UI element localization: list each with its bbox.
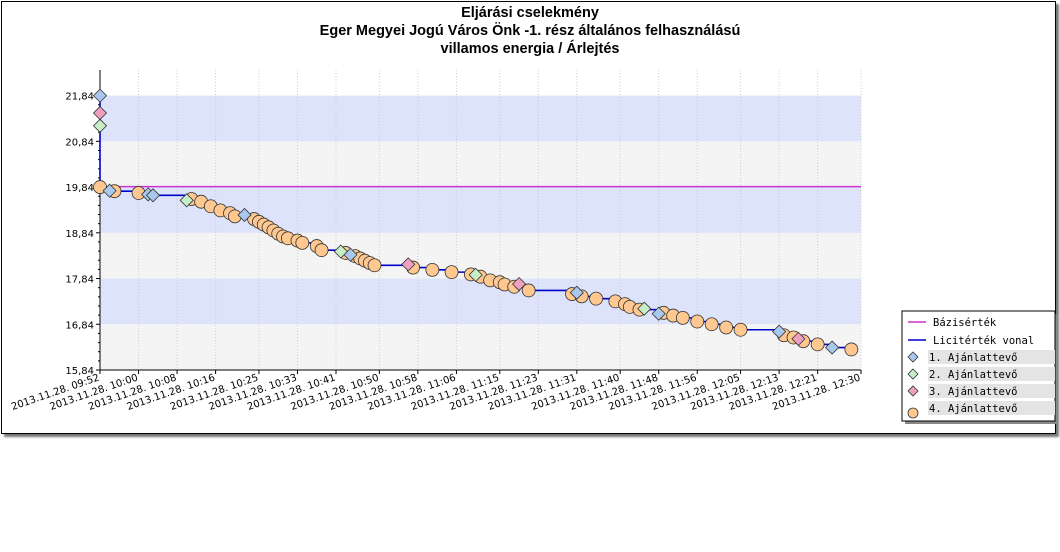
legend-series-swatch — [907, 351, 919, 363]
point-ajanlattevo-4 — [704, 317, 719, 332]
y-tick-label: 20,84 — [65, 137, 94, 148]
legend-series-bg — [928, 367, 1055, 381]
point-ajanlattevo-1 — [92, 88, 108, 103]
legend-series-swatch — [907, 407, 919, 419]
legend-series-label: 1. Ajánlattevő — [929, 352, 1018, 364]
chart-title-line-3: villamos energia / Árlejtés — [440, 41, 620, 57]
point-ajanlattevo-2 — [333, 244, 348, 259]
legend-series-label: 4. Ajánlattevő — [929, 403, 1018, 415]
point-ajanlattevo-3 — [511, 276, 527, 292]
chart-legend: Bázisérték Licitérték vonal 1. Ajánlattevő… — [901, 310, 1058, 424]
point-ajanlattevo-4 — [810, 337, 825, 352]
point-ajanlattevo-1 — [772, 324, 787, 339]
point-ajanlattevo-4 — [589, 291, 603, 306]
point-ajanlattevo-1 — [651, 306, 666, 321]
point-ajanlattevo-1 — [102, 183, 117, 198]
y-tick-label: 19,84 — [65, 183, 94, 194]
point-ajanlattevo-4 — [314, 243, 329, 258]
legend-series-bg — [928, 350, 1055, 364]
point-ajanlattevo-3 — [791, 331, 806, 346]
point-ajanlattevo-4 — [444, 265, 459, 280]
point-ajanlattevo-3 — [92, 105, 108, 121]
chart-title-line-2: Eger Megyei Jogú Város Önk -1. rész álta… — [319, 23, 741, 39]
legend-series-label: 3. Ajánlattevő — [929, 386, 1018, 398]
point-ajanlattevo-4 — [295, 235, 310, 250]
point-ajanlattevo-4 — [733, 322, 748, 337]
legend-series-bg — [928, 401, 1055, 415]
point-ajanlattevo-4 — [690, 314, 705, 329]
point-ajanlattevo-4 — [719, 320, 734, 335]
legend-series-swatch — [907, 368, 919, 380]
point-ajanlattevo-4 — [367, 258, 382, 273]
y-tick-label: 17,84 — [65, 275, 94, 286]
plot-band — [100, 141, 861, 188]
y-tick-label: 16,84 — [65, 320, 94, 331]
plot-band — [100, 278, 861, 325]
point-ajanlattevo-4 — [521, 283, 536, 298]
point-ajanlattevo-1 — [145, 188, 161, 203]
point-ajanlattevo-4 — [425, 262, 440, 277]
point-ajanlattevo-2 — [92, 118, 108, 133]
point-ajanlattevo-4 — [675, 310, 690, 325]
y-tick-label: 18,84 — [65, 229, 94, 240]
point-ajanlattevo-3 — [401, 257, 416, 272]
point-ajanlattevo-2 — [179, 193, 194, 208]
legend-series-bg — [928, 384, 1055, 398]
y-tick-label: 15,84 — [65, 366, 94, 377]
y-tick-label: 21,84 — [65, 92, 94, 103]
point-ajanlattevo-2 — [468, 267, 483, 282]
legend-baseline-label: Bázisérték — [933, 317, 997, 329]
point-ajanlattevo-1 — [825, 340, 840, 355]
plot-bands — [100, 70, 861, 370]
legend-series-label: 2. Ajánlattevő — [929, 369, 1018, 381]
legend-licit-label: Licitérték vonal — [933, 335, 1034, 347]
y-tick-labels: 15,84 16,84 17,84 18,84 19,84 20,84 21,84 — [65, 92, 94, 377]
point-ajanlattevo-2 — [637, 301, 652, 316]
point-ajanlattevo-1 — [237, 207, 252, 223]
point-ajanlattevo-4 — [844, 342, 859, 357]
legend-series-swatch — [907, 385, 919, 397]
chart-title-line-1: Eljárási cselekmény — [461, 5, 599, 21]
point-ajanlattevo-1 — [569, 285, 584, 300]
plot-points — [92, 88, 859, 357]
plot-band — [100, 95, 861, 142]
